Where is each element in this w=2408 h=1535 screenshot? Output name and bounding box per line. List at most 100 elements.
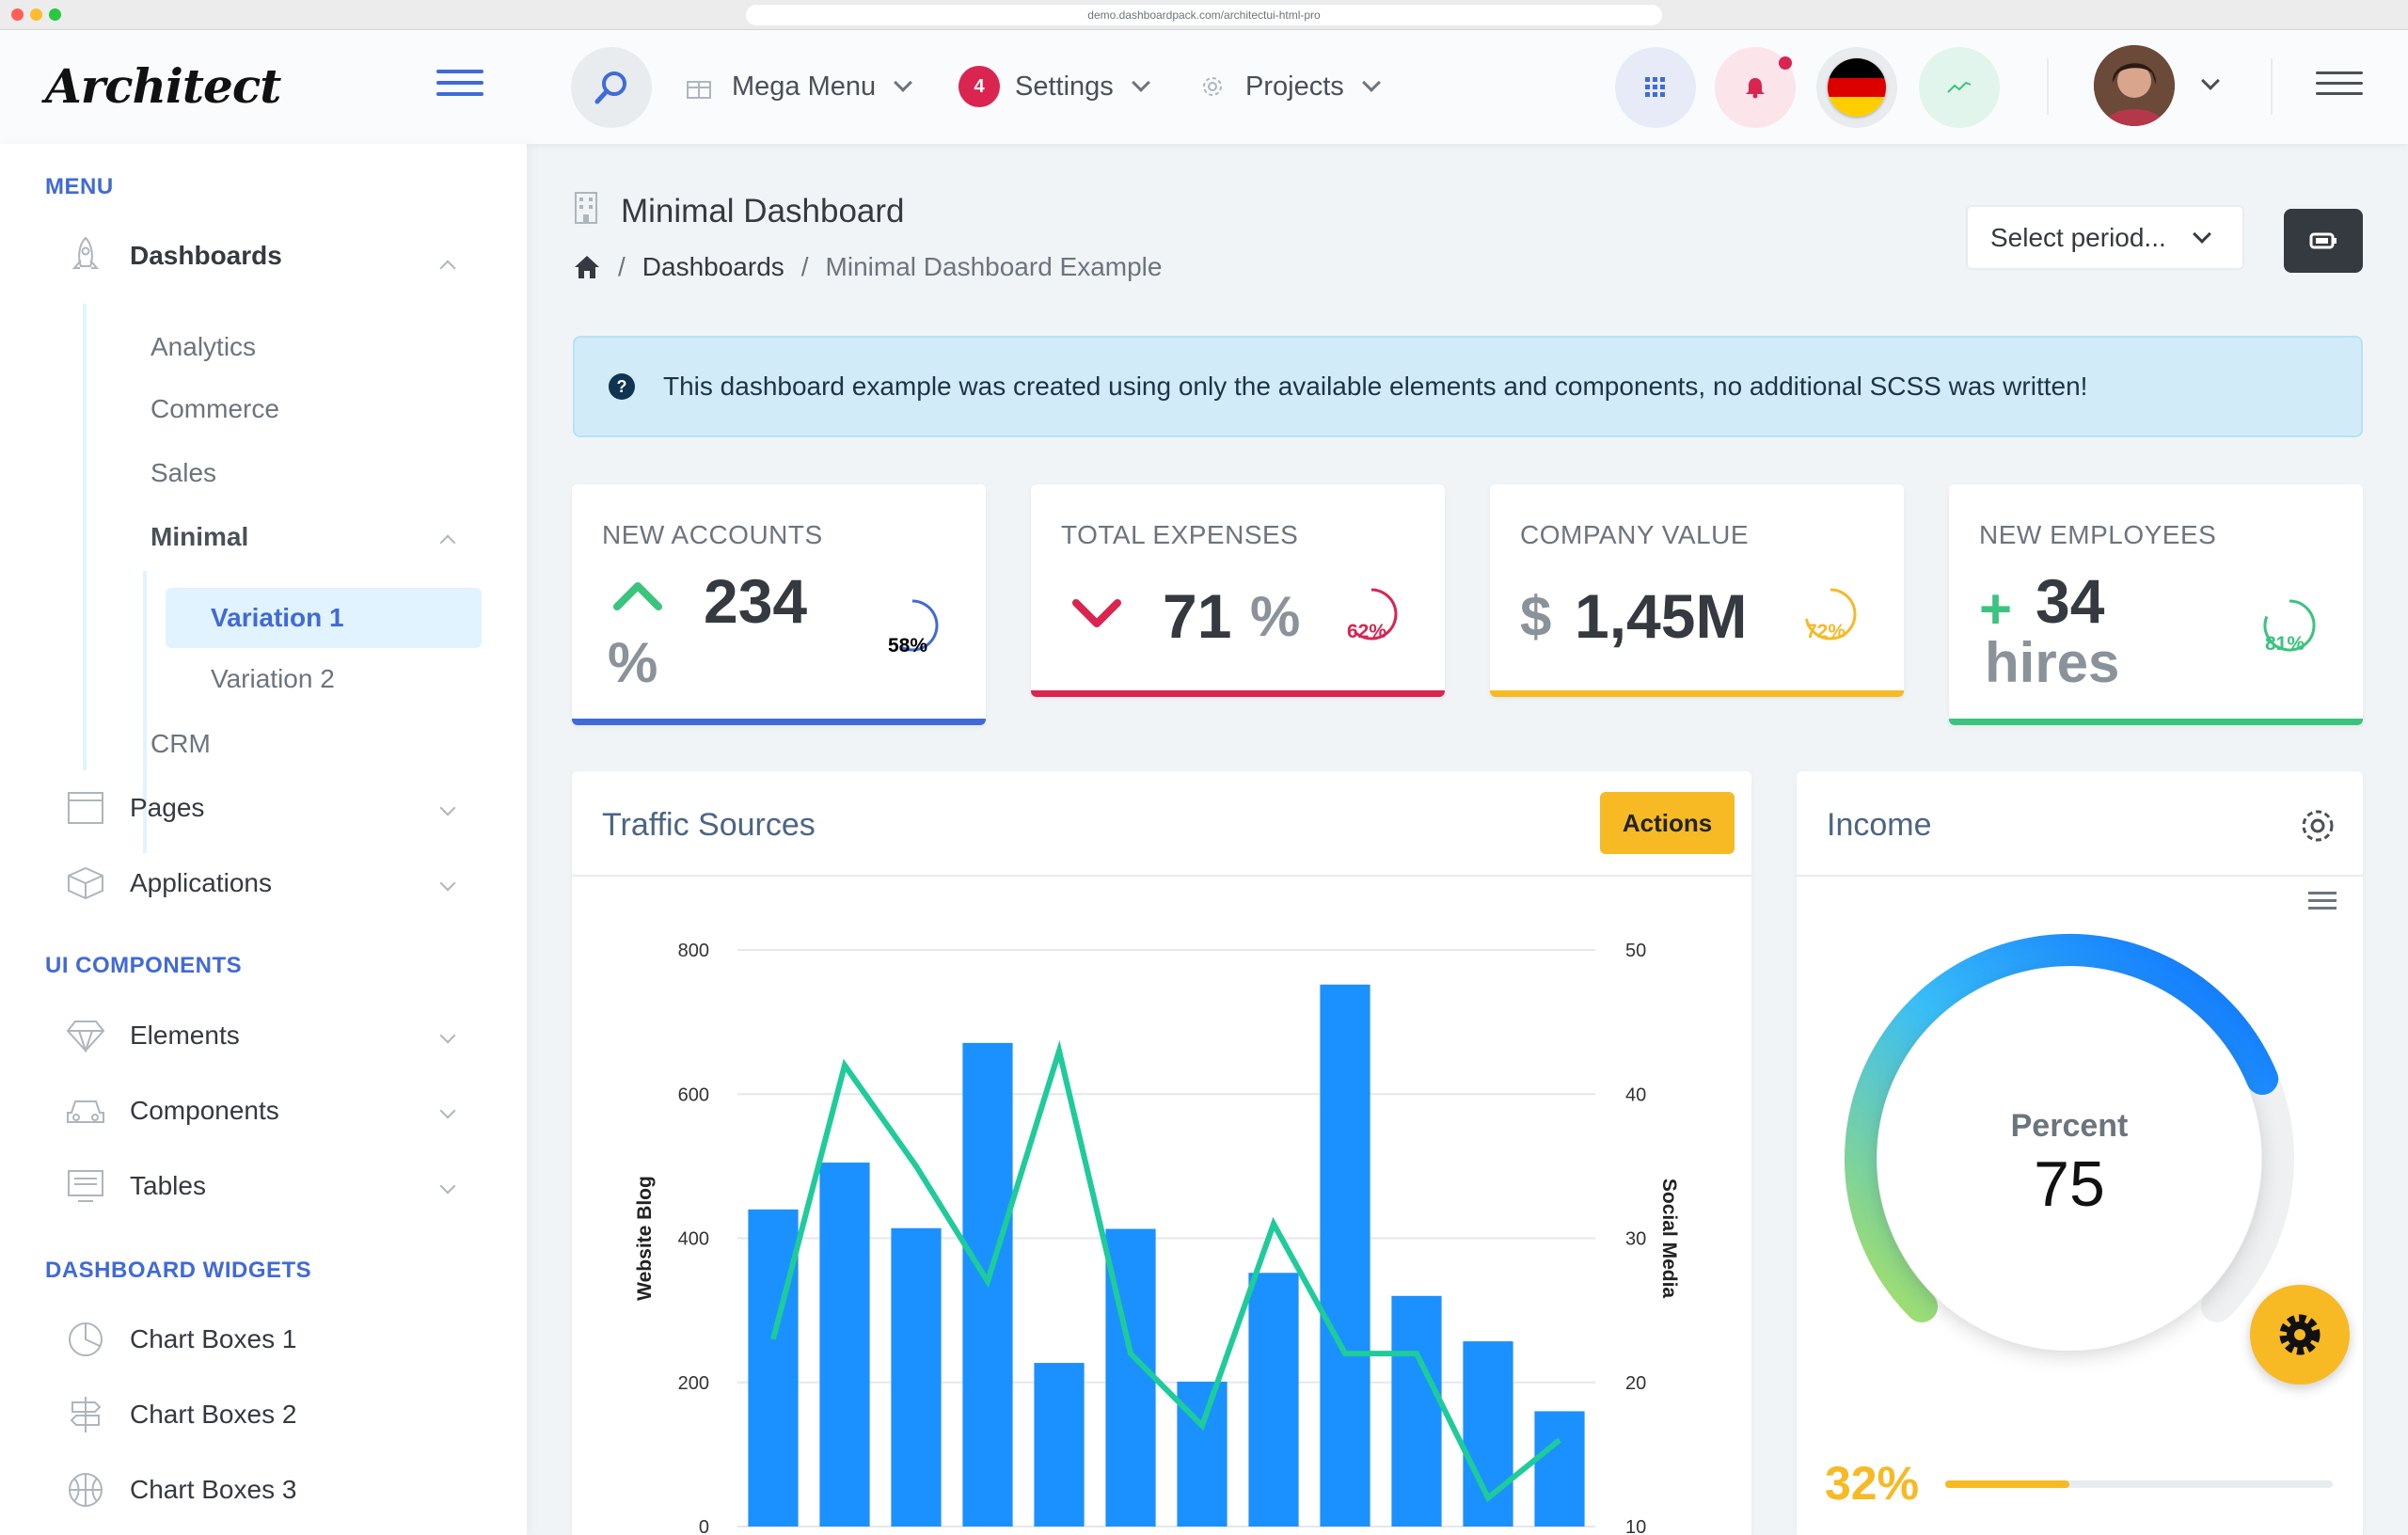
sidebar-item-variation-2[interactable]: Variation 2 — [211, 664, 335, 693]
theme-settings-button[interactable] — [2250, 1285, 2350, 1385]
sidebar-toggle-button[interactable] — [436, 70, 483, 98]
sidebar-item-analytics[interactable]: Analytics — [150, 332, 257, 361]
stat-accent-bar — [1490, 690, 1904, 697]
avatar-image — [2094, 45, 2175, 126]
progress-ring-arc — [1354, 588, 1398, 641]
bar-website-blog — [1391, 1295, 1442, 1527]
y-tick-label: 400 — [678, 1229, 709, 1250]
income-progress-label: 32% — [1825, 1457, 1920, 1510]
sidebar-item-tables[interactable]: Tables — [66, 1166, 206, 1206]
actions-button[interactable]: Actions — [1600, 792, 1735, 854]
point-social-media — [1201, 1425, 1203, 1427]
sidebar-item-pages[interactable]: Pages — [66, 788, 204, 828]
minimize-window-button[interactable] — [30, 8, 42, 21]
nav-settings[interactable]: 4 Settings — [958, 66, 1150, 107]
header-divider — [2047, 58, 2049, 115]
info-alert-text: This dashboard example was created using… — [663, 372, 2088, 401]
submenu-rail — [83, 304, 87, 770]
sidebar-item-sales[interactable]: Sales — [150, 458, 217, 487]
browser-icon — [66, 788, 105, 828]
rocket-icon — [66, 236, 105, 276]
sidebar-item-commerce[interactable]: Commerce — [150, 394, 279, 423]
point-social-media — [1130, 1353, 1132, 1354]
sidebar-item-chart-boxes-3[interactable]: Chart Boxes 3 — [66, 1470, 296, 1510]
home-icon[interactable] — [573, 254, 601, 280]
progress-ring-label: 58% — [888, 635, 928, 657]
chevron-down-icon — [2193, 225, 2211, 244]
bar-website-blog — [1248, 1273, 1299, 1527]
bar-website-blog — [1320, 984, 1370, 1527]
progress-ring-arc — [2263, 599, 2316, 652]
nested-rail — [143, 571, 147, 853]
language-button[interactable] — [1816, 47, 1897, 128]
grid-icon — [1645, 77, 1665, 97]
grid-menu-button[interactable] — [1615, 47, 1696, 128]
card-title: Traffic Sources — [602, 807, 816, 843]
sidebar-item-components[interactable]: Components — [66, 1091, 279, 1131]
user-avatar[interactable] — [2094, 45, 2175, 126]
sidebar-item-elements[interactable]: Elements — [66, 1016, 240, 1055]
chart-boxes-2-label: Chart Boxes 2 — [130, 1400, 297, 1429]
chevron-down-icon — [439, 1027, 456, 1044]
income-progress-track — [1945, 1480, 2333, 1488]
sidebar-item-dashboards[interactable]: Dashboards — [66, 236, 282, 276]
search-button[interactable] — [571, 47, 652, 128]
stat-card-total-expenses: TOTAL EXPENSES 71 % 62% — [1031, 484, 1445, 697]
nav-mega-menu[interactable]: Mega Menu — [685, 66, 913, 107]
stat-unit: % — [1250, 585, 1301, 648]
bar-website-blog — [819, 1163, 870, 1527]
progress-ring — [899, 599, 939, 652]
notifications-button[interactable] — [1715, 47, 1796, 128]
chevron-down-icon — [439, 1178, 456, 1195]
y2-axis-title: Social Media — [1658, 1179, 1680, 1299]
chevron-down-icon — [439, 1102, 456, 1119]
breadcrumb-separator: / — [800, 252, 809, 281]
battery-icon — [2309, 232, 2337, 249]
y-tick-label: 800 — [678, 941, 709, 961]
close-window-button[interactable] — [11, 8, 24, 21]
germany-flag-icon — [1828, 58, 1886, 117]
gift-icon — [687, 81, 711, 99]
y2-tick-label: 30 — [1625, 1229, 1646, 1250]
bar-website-blog — [1534, 1411, 1585, 1527]
sidebar-item-variation-1[interactable]: Variation 1 — [166, 588, 482, 648]
sidebar-heading-ui-components: UI COMPONENTS — [45, 953, 243, 978]
building-icon — [575, 192, 597, 224]
y-tick-label: 600 — [678, 1084, 709, 1105]
period-select[interactable]: Select period... — [1966, 205, 2244, 270]
activity-button[interactable] — [1919, 47, 2000, 128]
app-header: Architect Mega Menu 4 Settings Projects — [0, 30, 2408, 144]
chevron-down-icon — [439, 799, 456, 816]
stat-unit: hires — [1985, 631, 2120, 694]
sidebar: MENU Dashboards Analytics Commerce Sales… — [0, 144, 527, 1535]
options-menu-button[interactable] — [2316, 71, 2363, 100]
stat-value: 71 — [1163, 581, 1232, 651]
notification-dot — [1779, 56, 1792, 70]
stat-accent-bar — [1949, 719, 2363, 725]
monitor-icon — [66, 1166, 105, 1206]
maximize-window-button[interactable] — [49, 8, 61, 21]
gear-icon[interactable] — [2297, 805, 2338, 847]
app-logo[interactable]: Architect — [45, 58, 281, 114]
sidebar-item-applications[interactable]: Applications — [66, 863, 272, 903]
sidebar-item-chart-boxes-2[interactable]: Chart Boxes 2 — [66, 1395, 296, 1434]
page-title: Minimal Dashboard — [621, 193, 905, 229]
battery-button[interactable] — [2284, 209, 2363, 273]
stat-prefix: + — [1979, 578, 2013, 641]
progress-ring — [1804, 588, 1857, 641]
stat-card-company-value: COMPANY VALUE $ 1,45M 72% — [1490, 484, 1904, 697]
address-bar[interactable]: demo.dashboardpack.com/architectui-html-… — [746, 5, 1662, 25]
user-menu-chevron-icon[interactable] — [2201, 71, 2220, 90]
stat-label: NEW ACCOUNTS — [602, 520, 823, 549]
point-social-media — [1416, 1353, 1418, 1354]
nav-projects[interactable]: Projects — [1198, 66, 1381, 107]
stat-value: 1,45M — [1575, 581, 1748, 651]
sidebar-item-crm[interactable]: CRM — [150, 729, 211, 758]
chart-menu-button[interactable] — [2308, 892, 2337, 910]
y2-tick-label: 10 — [1625, 1517, 1646, 1535]
breadcrumb-dashboards[interactable]: Dashboards — [642, 252, 784, 281]
gauge-value: 75 — [2034, 1148, 2105, 1220]
sidebar-item-minimal[interactable]: Minimal — [150, 522, 249, 551]
bar-website-blog — [1034, 1363, 1085, 1527]
sidebar-item-chart-boxes-1[interactable]: Chart Boxes 1 — [66, 1320, 296, 1359]
